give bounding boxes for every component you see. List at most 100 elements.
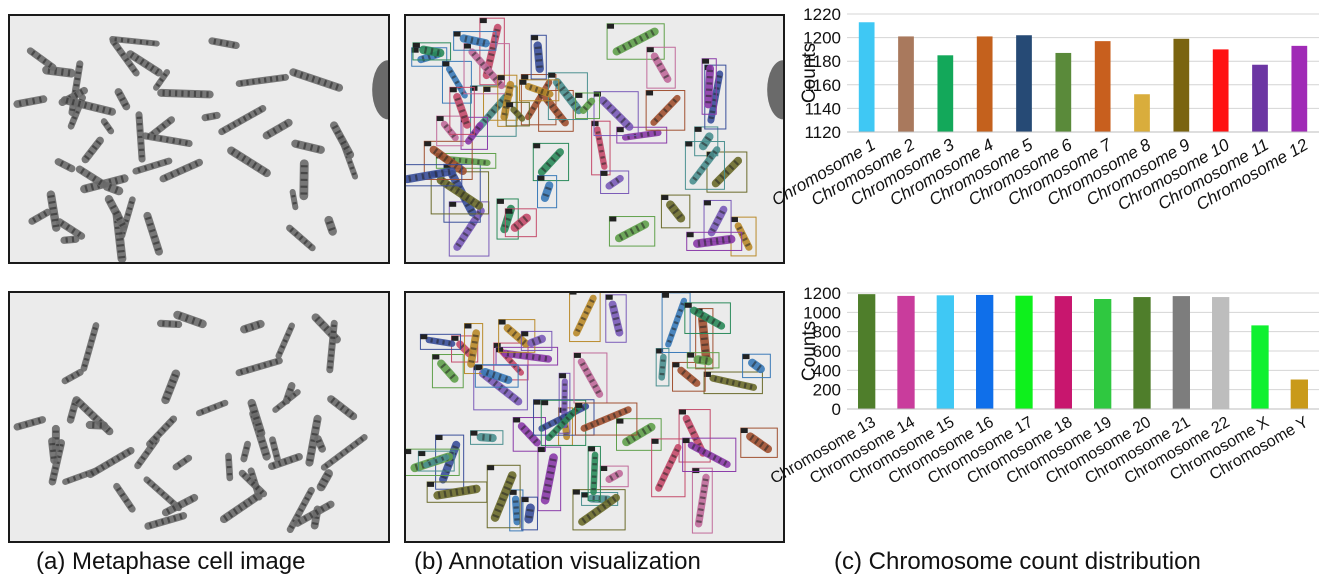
bar <box>976 36 993 132</box>
chromosome <box>208 37 240 50</box>
chromosome <box>289 68 344 92</box>
metaphase-chromosomes-bottom <box>10 293 388 541</box>
box-tag <box>548 72 556 78</box>
chromosome <box>48 437 58 465</box>
chromosome <box>524 503 535 524</box>
box-tag <box>427 481 435 487</box>
bounding-box <box>449 86 475 135</box>
box-tag <box>519 79 527 85</box>
chromosome <box>605 469 624 483</box>
box-tag <box>497 198 504 204</box>
caption-c: (c) Chromosome count distribution <box>834 548 1201 575</box>
bounding-box <box>505 101 530 127</box>
bar <box>897 295 915 409</box>
nucleus <box>372 60 388 120</box>
bounding-box <box>706 151 748 193</box>
chromosome <box>314 435 326 453</box>
bar <box>1094 41 1111 132</box>
bounding-box <box>651 438 686 498</box>
box-tag <box>435 435 443 441</box>
chromosome <box>80 322 100 372</box>
bounding-box <box>682 437 737 472</box>
annotation-image-bottom <box>404 291 785 543</box>
chromosome <box>433 484 481 500</box>
box-tag <box>498 319 506 325</box>
box-tag <box>575 92 583 98</box>
bounding-box <box>473 364 528 411</box>
box-tag <box>588 446 596 452</box>
bounding-box <box>678 409 711 463</box>
box-tag <box>497 75 505 81</box>
box-tag <box>449 87 457 93</box>
bar <box>1134 94 1150 132</box>
y-tick-label: 1200 <box>803 29 841 48</box>
box-tag <box>541 400 549 406</box>
box-tag <box>418 451 426 457</box>
chromosome <box>542 95 569 127</box>
chromosome <box>159 158 204 183</box>
bounding-box <box>605 294 627 343</box>
chromosome <box>157 319 183 329</box>
chromosome <box>102 182 124 196</box>
chromosome <box>220 492 261 524</box>
bounding-box <box>412 42 452 61</box>
bounding-box <box>572 489 626 531</box>
chromosome <box>13 416 47 431</box>
chromosome <box>689 146 721 185</box>
chromosome <box>144 512 188 530</box>
chromosome <box>425 336 456 347</box>
chromosome <box>195 399 229 417</box>
box-tag <box>496 347 503 353</box>
chromosome <box>227 146 271 178</box>
box-tag <box>479 18 487 24</box>
box-tag <box>686 232 694 238</box>
bounding-box <box>496 198 519 240</box>
chromosome <box>55 218 86 240</box>
bar <box>858 22 875 132</box>
y-tick-label: 800 <box>813 323 841 342</box>
chromosome <box>240 319 265 334</box>
box-tag <box>442 61 450 67</box>
chromosome <box>289 188 299 211</box>
box-tag <box>679 409 686 415</box>
chromosome <box>262 118 293 140</box>
chromosome <box>326 319 338 374</box>
box-tag <box>646 47 654 53</box>
bounding-box <box>520 330 553 351</box>
chromosome <box>511 495 521 526</box>
bounding-box <box>600 170 630 194</box>
bounding-box <box>569 293 601 343</box>
box-tag <box>505 208 513 214</box>
box-tag <box>575 402 583 408</box>
chromosome <box>579 97 596 114</box>
bounding-box <box>606 23 665 60</box>
bounding-box <box>574 92 601 120</box>
bounding-box <box>470 430 504 445</box>
bounding-box <box>672 361 706 392</box>
box-tag <box>685 141 693 147</box>
bar <box>976 294 994 409</box>
bounding-box <box>684 141 725 190</box>
annotated-chromosomes-bottom <box>406 293 783 541</box>
chromosome <box>612 27 659 56</box>
bounding-box <box>479 17 505 86</box>
box-tag <box>464 43 471 49</box>
bounding-box <box>512 417 546 452</box>
chromosome <box>578 493 620 526</box>
y-tick-label: 0 <box>832 400 841 419</box>
box-tag <box>411 47 419 53</box>
chromosome <box>126 50 163 77</box>
box-tag <box>406 449 412 455</box>
annotated-chromosomes-top <box>406 16 783 262</box>
bounding-box <box>426 481 488 503</box>
chromosome <box>240 440 251 463</box>
chromosome <box>476 432 497 443</box>
bounding-box <box>646 46 676 89</box>
chromosome <box>468 48 506 90</box>
chromosome <box>419 45 445 58</box>
chromosome <box>510 106 526 122</box>
bounding-box <box>540 399 587 446</box>
chromosome <box>748 358 765 374</box>
chromosome <box>324 215 337 236</box>
chromosome <box>153 69 171 91</box>
